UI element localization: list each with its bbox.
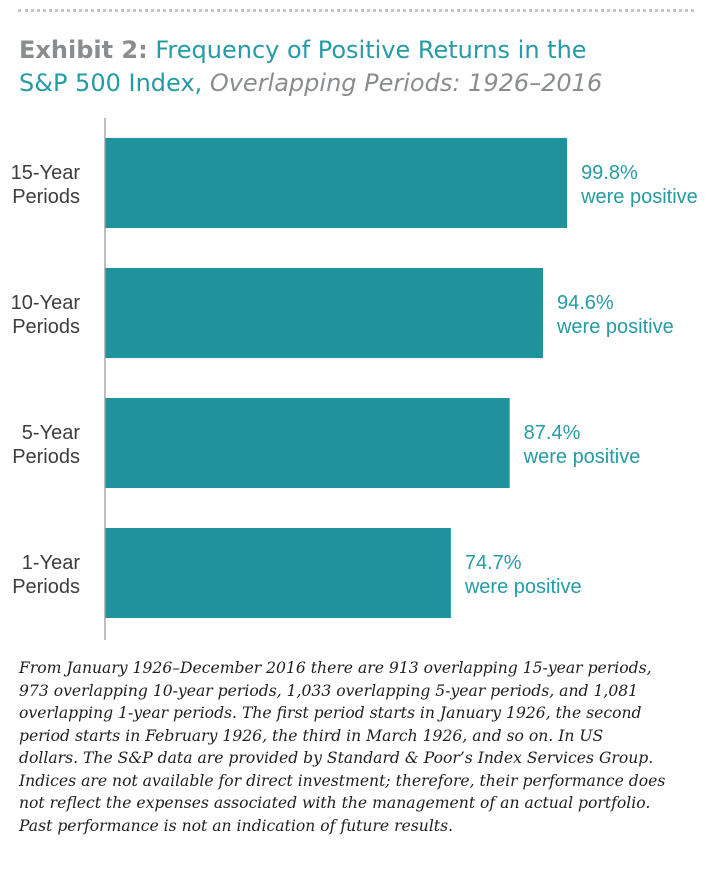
category-label: 15-Year Periods: [11, 162, 81, 208]
chart-title: Exhibit 2: Frequency of Positive Returns…: [19, 34, 699, 100]
category-label-line: 15-Year: [11, 162, 81, 184]
category-label-line: Periods: [12, 446, 80, 468]
category-label-line: Periods: [12, 576, 80, 598]
footnote-line: Indices are not available for direct inv…: [19, 771, 666, 790]
footnote-line: period starts in February 1926, the thir…: [19, 726, 604, 745]
category-label-line: 10-Year: [11, 292, 81, 314]
data-label-suffix: were positive: [464, 576, 582, 598]
bar: [105, 528, 451, 618]
footnote-line: not reflect the expenses associated with…: [19, 794, 651, 812]
category-label-line: 1-Year: [22, 552, 81, 574]
title-line-2: S&P 500 Index, Overlapping Periods: 1926…: [19, 67, 699, 100]
data-label-suffix: were positive: [580, 186, 698, 208]
footnote: From January 1926–December 2016 there ar…: [19, 657, 699, 837]
bar: [105, 138, 568, 228]
title-text-2: S&P 500 Index,: [19, 69, 203, 97]
data-label-suffix: were positive: [523, 446, 641, 468]
category-label: 1-Year Periods: [12, 552, 80, 598]
exhibit-label: Exhibit 2:: [19, 36, 148, 64]
footnote-line: 973 overlapping 10-year periods, 1,033 o…: [19, 681, 639, 700]
footnote-line: From January 1926–December 2016 there ar…: [19, 659, 652, 677]
footnote-line: Past performance is not an indication of…: [19, 816, 454, 835]
data-label: 74.7%: [465, 552, 522, 574]
footnote-line: overlapping 1-year periods. The first pe…: [19, 704, 642, 722]
data-label: 99.8%: [581, 162, 638, 184]
data-label: 94.6%: [557, 292, 614, 314]
bar: [105, 268, 543, 358]
category-label-line: Periods: [12, 316, 80, 338]
title-text: Frequency of Positive Returns in the: [155, 36, 587, 64]
data-label-suffix: were positive: [556, 316, 674, 338]
category-label-line: Periods: [12, 186, 80, 208]
title-line-1: Exhibit 2: Frequency of Positive Returns…: [19, 34, 699, 67]
chart-subtitle: Overlapping Periods: 1926–2016: [209, 69, 603, 97]
data-label: 87.4%: [524, 422, 581, 444]
category-label-line: 5-Year: [22, 422, 81, 444]
category-label: 5-Year Periods: [12, 422, 80, 468]
category-label: 10-Year Periods: [11, 292, 81, 338]
top-dotted-divider: [18, 9, 694, 12]
bar: [105, 398, 510, 488]
footnote-line: dollars. The S&P data are provided by St…: [19, 749, 654, 767]
